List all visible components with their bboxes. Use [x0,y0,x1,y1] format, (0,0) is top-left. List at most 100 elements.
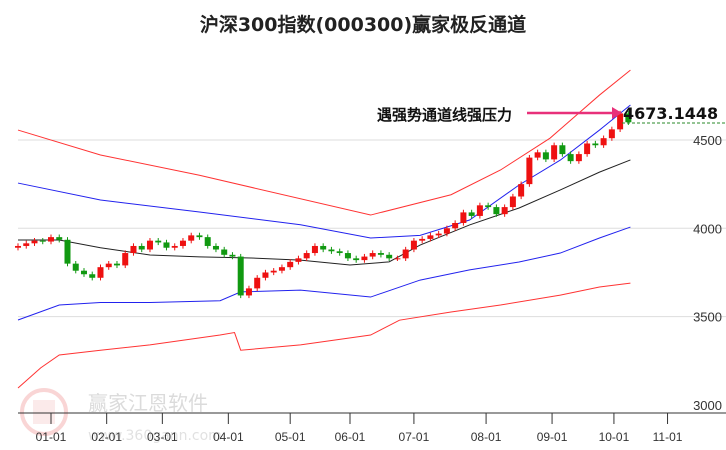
candle [336,251,343,254]
channel-line-upper-blue [17,104,631,239]
candle [419,238,426,241]
candle [377,253,384,255]
x-tick-label: 07-01 [399,430,430,444]
candle [163,242,170,248]
candle [212,245,219,250]
candle [56,237,63,240]
candle [188,235,195,241]
y-tick-label: 4000 [693,221,722,236]
x-tick-label: 05-01 [275,430,306,444]
candle [245,288,252,296]
candle [344,253,351,259]
candle [196,235,203,238]
x-tick-label: 01-01 [36,430,67,444]
annotation-label: 遇强势通道线强压力 [377,106,512,124]
x-tick-label: 06-01 [335,430,366,444]
candle [270,270,277,273]
candle [171,245,178,248]
candle [15,245,22,248]
candle [130,245,137,254]
candle [435,233,442,236]
candle [485,205,492,208]
candle [303,253,310,259]
candle [361,256,368,261]
candle [386,254,393,259]
chart-title: 沪深300指数(000300)赢家极反通道 [199,14,527,36]
watermark-seal-icon [20,388,68,436]
candle [369,253,376,257]
candle [320,245,327,250]
candle [229,254,236,257]
candle [155,240,162,243]
candle [501,207,508,215]
candle [221,249,228,255]
candle [122,253,129,266]
candle [287,261,294,268]
candle [452,222,459,229]
candle [72,263,79,271]
watermark-name: 赢家江恩软件 [88,391,208,415]
candle [608,129,615,139]
candle [262,272,269,278]
candle [278,267,285,271]
candle [534,152,541,158]
watermark: 赢家江恩软件 www.360gann.com [20,388,222,444]
candle [80,270,87,275]
candle [476,205,483,216]
candle [592,143,599,146]
candle [353,258,360,261]
channel-line-lower-blue [17,226,631,321]
candle [551,145,558,160]
candle [542,152,549,160]
candle [31,240,38,244]
watermark-seal-box [33,400,55,424]
candle [584,143,591,155]
candle [402,249,409,259]
x-tick-label: 04-01 [213,430,244,444]
y-tick-label: 3500 [693,310,722,325]
candle [64,239,71,264]
arrow-head-icon [612,107,622,119]
candle [23,243,30,246]
candle [600,138,607,146]
x-tick-label: 03-01 [147,430,178,444]
x-tick-label: 08-01 [471,430,502,444]
candle [575,154,582,162]
candle [89,274,96,278]
candle [427,235,434,239]
candle [410,240,417,250]
candle [254,277,261,289]
candle [559,145,566,155]
candle [617,113,624,130]
candle [509,196,516,208]
candle [204,237,211,246]
x-tick-label: 10-01 [599,430,630,444]
candle [328,249,335,252]
candle [493,207,500,215]
y-tick-label: 3000 [693,398,722,413]
candle [295,258,302,262]
candle [625,113,632,123]
candle [443,228,450,234]
candle [311,245,318,254]
channel-line-upper-red [17,69,631,216]
watermark-url: www.360gann.com [88,428,222,444]
candle [179,240,186,246]
candle [105,263,112,268]
x-tick-label: 09-01 [537,430,568,444]
candle [39,240,46,242]
x-tick-label: 11-01 [653,430,683,444]
candle [113,263,120,266]
candle [97,267,104,278]
annotation-value: 4673.1448 [623,104,718,123]
candle [468,212,475,216]
channel-line-middle-black [18,159,631,266]
candle [526,157,533,185]
candle [237,256,244,296]
candle [518,184,525,197]
candle [138,245,145,250]
candle [394,258,401,260]
x-tick-label: 02-01 [91,430,122,444]
y-tick-label: 4500 [693,133,722,148]
